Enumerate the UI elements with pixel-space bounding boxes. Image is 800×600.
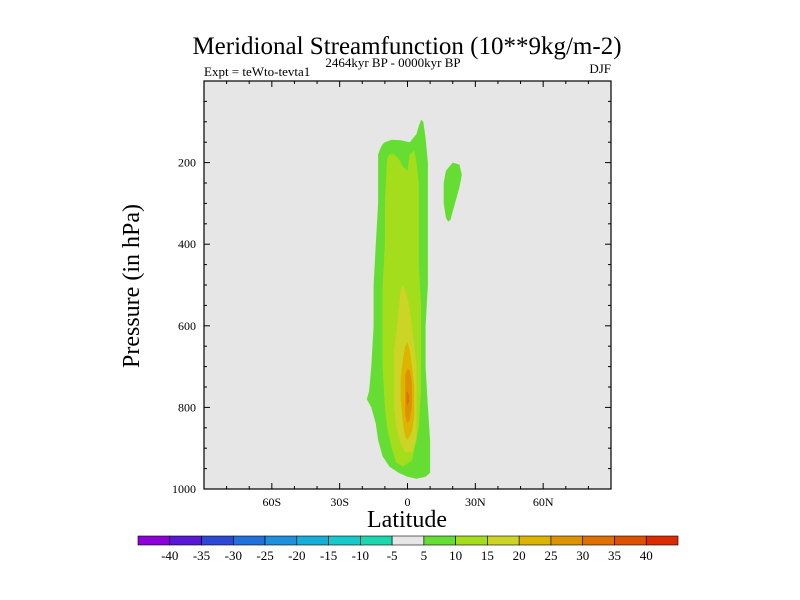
x-tick-label: 0 — [405, 495, 411, 509]
season-label: DJF — [589, 61, 611, 76]
contour-layer — [366, 119, 462, 479]
colorbar-label: -40 — [161, 548, 178, 563]
colorbar-swatch — [137, 535, 171, 546]
colorbar-swatch — [201, 535, 234, 546]
time-range-label: 2464kyr BP - 0000kyr BP — [325, 55, 460, 70]
plot-area: 60S 30S 0 30N 60N 200 400 600 800 1000 — [172, 80, 612, 509]
experiment-label: Expt = teWto-tevta1 — [204, 64, 310, 79]
colorbar-swatch — [423, 535, 456, 546]
colorbar-label: 35 — [608, 548, 621, 563]
colorbar-label: 25 — [544, 548, 557, 563]
colorbar-label: -5 — [387, 548, 398, 563]
colorbar-label: -35 — [193, 548, 210, 563]
colorbar-swatch — [264, 535, 298, 546]
ticks-layer: 60S 30S 0 30N 60N 200 400 600 800 1000 — [172, 80, 612, 509]
y-tick-label: 200 — [178, 156, 196, 170]
colorbar-swatch — [614, 535, 647, 546]
x-tick-label: 60S — [262, 495, 281, 509]
y-tick-label: 1000 — [172, 482, 196, 496]
y-axis-label: Pressure (in hPa) — [119, 204, 145, 368]
colorbar-swatch — [296, 535, 329, 546]
colorbar-swatch — [360, 535, 393, 546]
colorbar-label: -20 — [288, 548, 305, 563]
colorbar-label: 5 — [421, 548, 428, 563]
colorbar-label: -15 — [320, 548, 337, 563]
colorbar: -40 -35 -30 -25 -20 -15 -10 -5 5 10 15 20 25 30 35 40 — [137, 535, 679, 563]
colorbar-swatch — [391, 535, 425, 546]
colorbar-label: 30 — [576, 548, 589, 563]
colorbar-swatch — [518, 535, 552, 546]
x-tick-label: 60N — [533, 495, 554, 509]
contour-region-5-10-1 — [443, 162, 462, 222]
y-tick-label: 800 — [178, 400, 196, 414]
colorbar-label: -30 — [225, 548, 242, 563]
x-tick-label: 30N — [465, 495, 486, 509]
x-axis-label: Latitude — [367, 507, 447, 533]
chart-title: Meridional Streamfunction (10**9kg/m-2) — [192, 33, 621, 60]
colorbar-label: -10 — [352, 548, 369, 563]
colorbar-label: -25 — [256, 548, 273, 563]
colorbar-swatch — [169, 535, 202, 546]
contour-region-30-35-3 — [406, 391, 410, 406]
x-tick-label: 30S — [330, 495, 349, 509]
colorbar-swatch — [328, 535, 361, 546]
colorbar-label: 15 — [481, 548, 494, 563]
colorbar-swatch — [550, 535, 584, 546]
colorbar-swatch — [487, 535, 520, 546]
colorbar-label: 20 — [513, 548, 526, 563]
colorbar-swatch — [582, 535, 615, 546]
colorbar-swatch — [232, 535, 266, 546]
colorbar-swatch — [645, 535, 679, 546]
y-tick-label: 600 — [178, 319, 196, 333]
colorbar-swatch — [455, 535, 488, 546]
colorbar-label: 40 — [640, 548, 653, 563]
colorbar-label: 10 — [449, 548, 462, 563]
y-tick-label: 400 — [178, 237, 196, 251]
